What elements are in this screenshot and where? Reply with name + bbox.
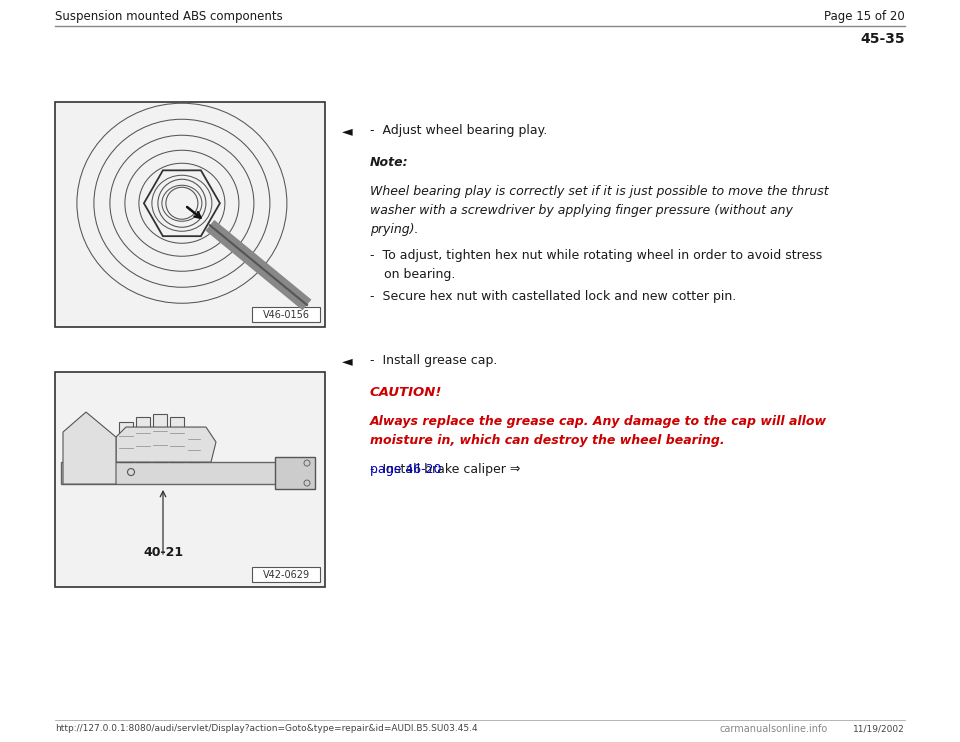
Bar [275, 457, 315, 489]
Bar [55, 372, 325, 587]
Bar [252, 307, 320, 322]
Bar [119, 422, 133, 462]
Text: 11/19/2002: 11/19/2002 [853, 724, 905, 733]
Text: CAUTION!: CAUTION! [370, 386, 443, 399]
Bar [61, 462, 280, 484]
Text: 40-21: 40-21 [143, 546, 183, 559]
Text: 45-35: 45-35 [860, 32, 905, 46]
Text: -  Install brake caliper ⇒: - Install brake caliper ⇒ [370, 463, 524, 476]
Ellipse shape [80, 466, 106, 480]
Bar [188, 427, 200, 462]
Text: ◄: ◄ [342, 354, 352, 368]
Bar [170, 417, 184, 462]
Bar [55, 102, 325, 327]
Text: -  Adjust wheel bearing play.: - Adjust wheel bearing play. [370, 124, 547, 137]
Text: page 46-20: page 46-20 [370, 463, 442, 476]
Polygon shape [116, 427, 216, 462]
Text: V46-0156: V46-0156 [262, 309, 309, 320]
Text: -  Install grease cap.: - Install grease cap. [370, 354, 497, 367]
Polygon shape [63, 412, 116, 484]
Text: -  Secure hex nut with castellated lock and new cotter pin.: - Secure hex nut with castellated lock a… [370, 290, 736, 303]
Text: Suspension mounted ABS components: Suspension mounted ABS components [55, 10, 283, 23]
Text: .: . [370, 463, 378, 476]
Text: on bearing.: on bearing. [384, 268, 455, 281]
Text: Always replace the grease cap. Any damage to the cap will allow: Always replace the grease cap. Any damag… [370, 415, 827, 428]
Text: Note:: Note: [370, 156, 409, 169]
Text: Wheel bearing play is correctly set if it is just possible to move the thrust: Wheel bearing play is correctly set if i… [370, 185, 828, 198]
Bar [252, 567, 320, 582]
Text: prying).: prying). [370, 223, 419, 236]
Text: V42-0629: V42-0629 [262, 570, 309, 580]
Text: moisture in, which can destroy the wheel bearing.: moisture in, which can destroy the wheel… [370, 434, 725, 447]
Text: ◄: ◄ [342, 124, 352, 138]
Bar [153, 414, 167, 462]
Text: carmanualsonline.info: carmanualsonline.info [720, 724, 828, 734]
Text: -  To adjust, tighten hex nut while rotating wheel in order to avoid stress: - To adjust, tighten hex nut while rotat… [370, 249, 823, 262]
Text: http://127.0.0.1:8080/audi/servlet/Display?action=Goto&type=repair&id=AUDI.B5.SU: http://127.0.0.1:8080/audi/servlet/Displ… [55, 724, 478, 733]
Text: washer with a screwdriver by applying finger pressure (without any: washer with a screwdriver by applying fi… [370, 204, 793, 217]
Text: Page 15 of 20: Page 15 of 20 [825, 10, 905, 23]
Bar [136, 417, 150, 462]
